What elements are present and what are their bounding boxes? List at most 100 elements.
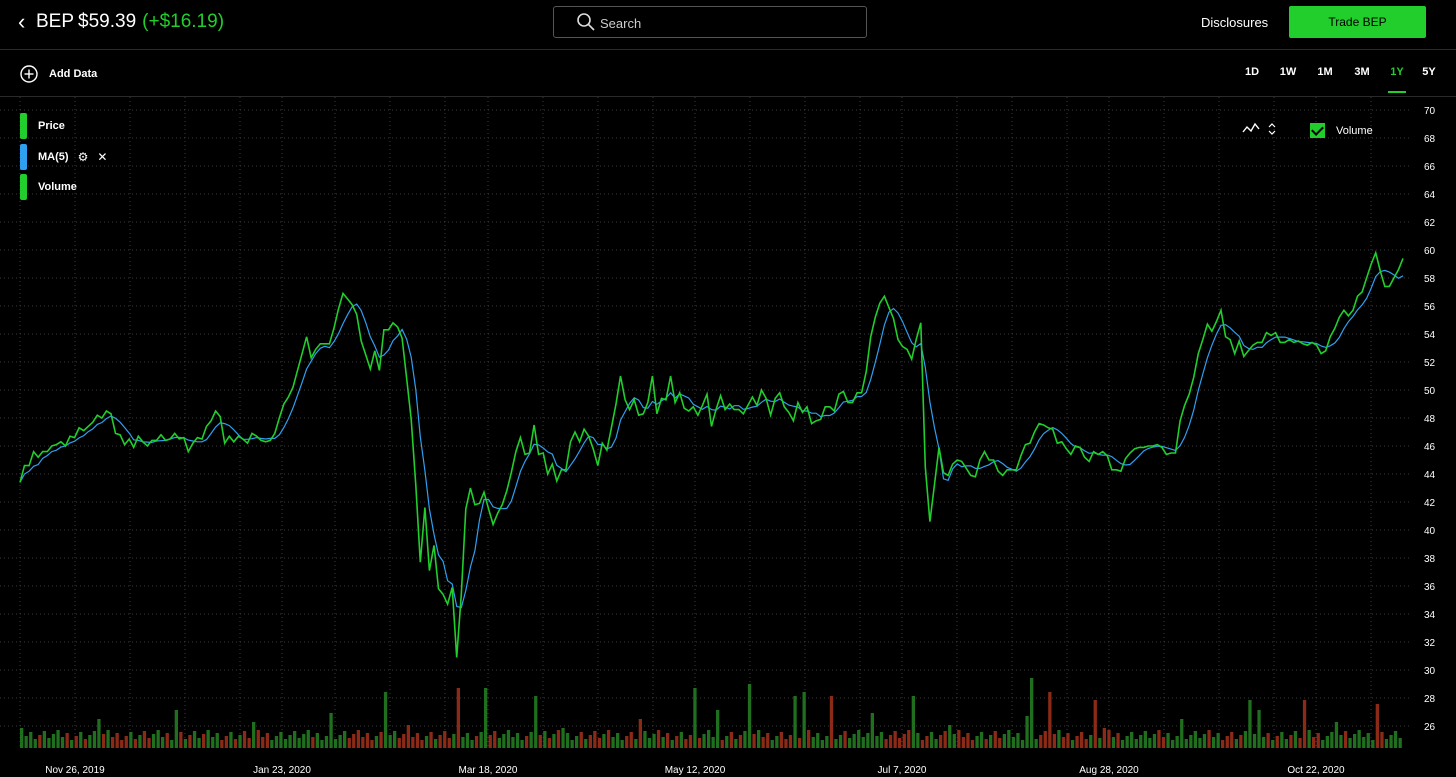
volume-bar — [79, 732, 83, 748]
volume-bar — [807, 730, 811, 748]
volume-bar — [1166, 733, 1170, 748]
volume-bar — [916, 733, 920, 748]
volume-toggle-label: Volume — [1336, 124, 1373, 137]
volume-bar — [1157, 730, 1161, 748]
volume-bar — [1221, 740, 1225, 748]
y-tick-label: 58 — [1424, 274, 1436, 285]
volume-bar — [866, 733, 870, 748]
range-1d[interactable]: 1D — [1244, 66, 1260, 78]
range-3m[interactable]: 3M — [1354, 66, 1370, 78]
volume-bar — [793, 696, 797, 748]
volume-bar — [961, 737, 965, 748]
y-tick-label: 46 — [1424, 442, 1436, 453]
volume-bar — [293, 731, 297, 748]
volume-bar — [1216, 733, 1220, 748]
volume-bar — [320, 740, 324, 748]
volume-bar — [434, 739, 438, 748]
volume-bar — [1393, 731, 1398, 748]
volume-checkbox[interactable] — [1310, 123, 1325, 138]
volume-bar — [1266, 733, 1270, 748]
volume-bar — [911, 696, 915, 748]
volume-bar — [124, 736, 128, 748]
volume-bar — [666, 733, 670, 748]
volume-bar — [852, 734, 856, 748]
y-tick-label: 66 — [1424, 162, 1436, 173]
volume-bar — [593, 731, 597, 748]
volume-bar — [388, 735, 392, 748]
search-box[interactable] — [553, 6, 867, 38]
y-tick-label: 30 — [1424, 666, 1436, 677]
volume-bar — [1016, 733, 1020, 748]
volume-bar — [834, 739, 838, 748]
volume-bar — [939, 735, 943, 748]
volume-bar — [552, 734, 556, 748]
volume-bar — [229, 732, 233, 748]
volume-bar — [943, 731, 947, 748]
volume-bar — [42, 731, 46, 748]
legend-volume[interactable]: Volume — [20, 174, 140, 200]
volume-bar — [588, 735, 592, 748]
volume-bar — [151, 734, 156, 748]
volume-bar — [547, 738, 551, 748]
legend-ma[interactable]: MA(5) ⚙ ✕ — [20, 144, 140, 170]
volume-bar — [675, 736, 679, 748]
volume-bar — [1193, 731, 1197, 748]
y-tick-label: 42 — [1424, 498, 1436, 509]
close-icon[interactable]: ✕ — [97, 150, 108, 164]
volume-bar — [302, 734, 306, 748]
volume-bar — [811, 737, 815, 748]
volume-bar — [352, 734, 356, 748]
volume-toggle[interactable]: Volume — [1310, 123, 1373, 138]
search-icon — [577, 13, 595, 31]
line-chart-icon[interactable] — [1241, 121, 1277, 137]
header: ‹ BEP$59.39(+$16.19) Disclosures Trade B… — [0, 0, 1456, 50]
chevron-left-icon[interactable]: ‹ — [18, 9, 26, 34]
volume-bar — [424, 736, 429, 748]
trade-button[interactable]: Trade BEP — [1289, 6, 1426, 38]
volume-bar — [1134, 739, 1138, 748]
add-data-button[interactable]: Add Data — [20, 65, 97, 83]
plus-circle-icon — [20, 65, 38, 83]
volume-bar — [1384, 739, 1389, 748]
volume-bar — [1025, 716, 1029, 748]
volume-bar — [133, 739, 137, 748]
volume-bar — [893, 731, 897, 748]
legend-price[interactable]: Price — [20, 113, 140, 139]
volume-bar — [452, 734, 456, 748]
volume-bar — [74, 736, 78, 748]
price-chart[interactable]: 70 68 66 64 62 60 58 56 54 52 50 48 46 44 42 40 38 36 34 32… — [0, 97, 1456, 777]
volume-bar — [1070, 740, 1075, 748]
volume-bar — [538, 735, 542, 748]
ma-line — [19, 269, 1404, 609]
y-tick-label: 68 — [1424, 134, 1436, 145]
disclosures-link[interactable]: Disclosures — [1201, 15, 1269, 30]
volume-bar — [575, 736, 579, 748]
volume-bar — [1020, 740, 1025, 748]
volume-bar — [838, 735, 843, 748]
volume-bar — [670, 740, 674, 748]
volume-bar — [1380, 732, 1384, 748]
volume-bar — [365, 733, 370, 748]
volume-bar — [270, 740, 274, 748]
range-1y[interactable]: 1Y — [1380, 66, 1414, 93]
volume-bar — [97, 719, 101, 748]
volume-bar — [643, 731, 647, 748]
volume-bar — [1084, 739, 1088, 748]
volume-bar — [379, 732, 383, 748]
volume-bar — [829, 696, 834, 748]
gear-icon[interactable]: ⚙ — [77, 150, 89, 164]
volume-bar — [1371, 740, 1375, 748]
range-5y[interactable]: 5Y — [1422, 66, 1436, 78]
search-input[interactable] — [600, 13, 850, 33]
volume-bar — [543, 731, 547, 748]
volume-bar — [579, 732, 583, 748]
volume-bar — [374, 736, 379, 748]
range-1w[interactable]: 1W — [1279, 66, 1297, 78]
legend-price-label: Price — [38, 120, 65, 132]
volume-bar — [734, 739, 738, 748]
volume-bar — [570, 740, 574, 748]
volume-bar — [556, 730, 561, 748]
range-1m[interactable]: 1M — [1317, 66, 1333, 78]
volume-bar — [970, 740, 975, 748]
volume-bar — [1262, 737, 1266, 748]
